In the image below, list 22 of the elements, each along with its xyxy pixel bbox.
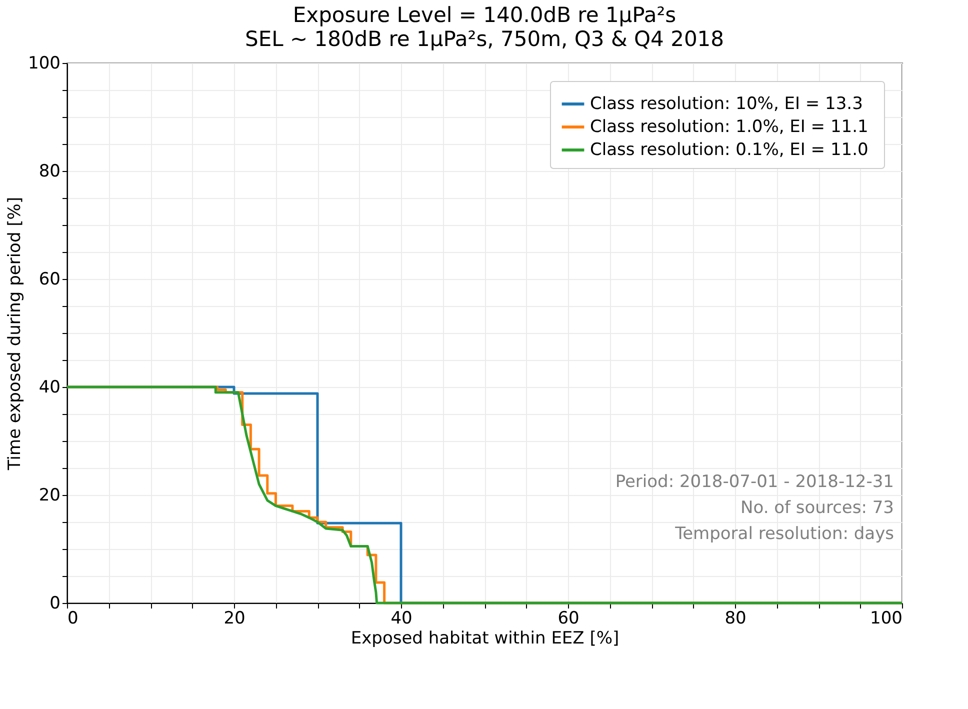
y-tick-label: 60 (38, 270, 60, 290)
y-tick-label: 40 (38, 378, 60, 398)
chart-title: Exposure Level = 140.0dB re 1μPa²s (292, 3, 676, 27)
annotation: Period: 2018-07-01 - 2018-12-31 (615, 472, 894, 492)
legend-label: Class resolution: 1.0%, EI = 11.1 (590, 117, 868, 137)
x-tick-label: 0 (68, 608, 78, 628)
annotation: Temporal resolution: days (674, 524, 894, 544)
x-tick-label: 20 (224, 608, 246, 628)
x-tick-label: 100 (870, 608, 902, 628)
annotation: No. of sources: 73 (740, 498, 894, 518)
x-axis-title: Exposed habitat within EEZ [%] (350, 628, 620, 648)
x-tick-label: 60 (558, 608, 580, 628)
x-tick-label: 40 (390, 608, 412, 628)
legend-label: Class resolution: 0.1%, EI = 11.0 (590, 140, 868, 160)
legend-label: Class resolution: 10%, EI = 13.3 (590, 94, 863, 114)
y-tick-label: 20 (38, 486, 60, 506)
y-axis-title: Time exposed during period [%] (5, 196, 26, 472)
y-tick-label: 0 (50, 594, 60, 614)
y-tick-label: 80 (38, 162, 60, 182)
x-tick-label: 80 (724, 608, 746, 628)
y-tick-label: 100 (28, 54, 60, 74)
chart-subtitle: SEL ~ 180dB re 1μPa²s, 750m, Q3 & Q4 2018 (244, 27, 724, 51)
